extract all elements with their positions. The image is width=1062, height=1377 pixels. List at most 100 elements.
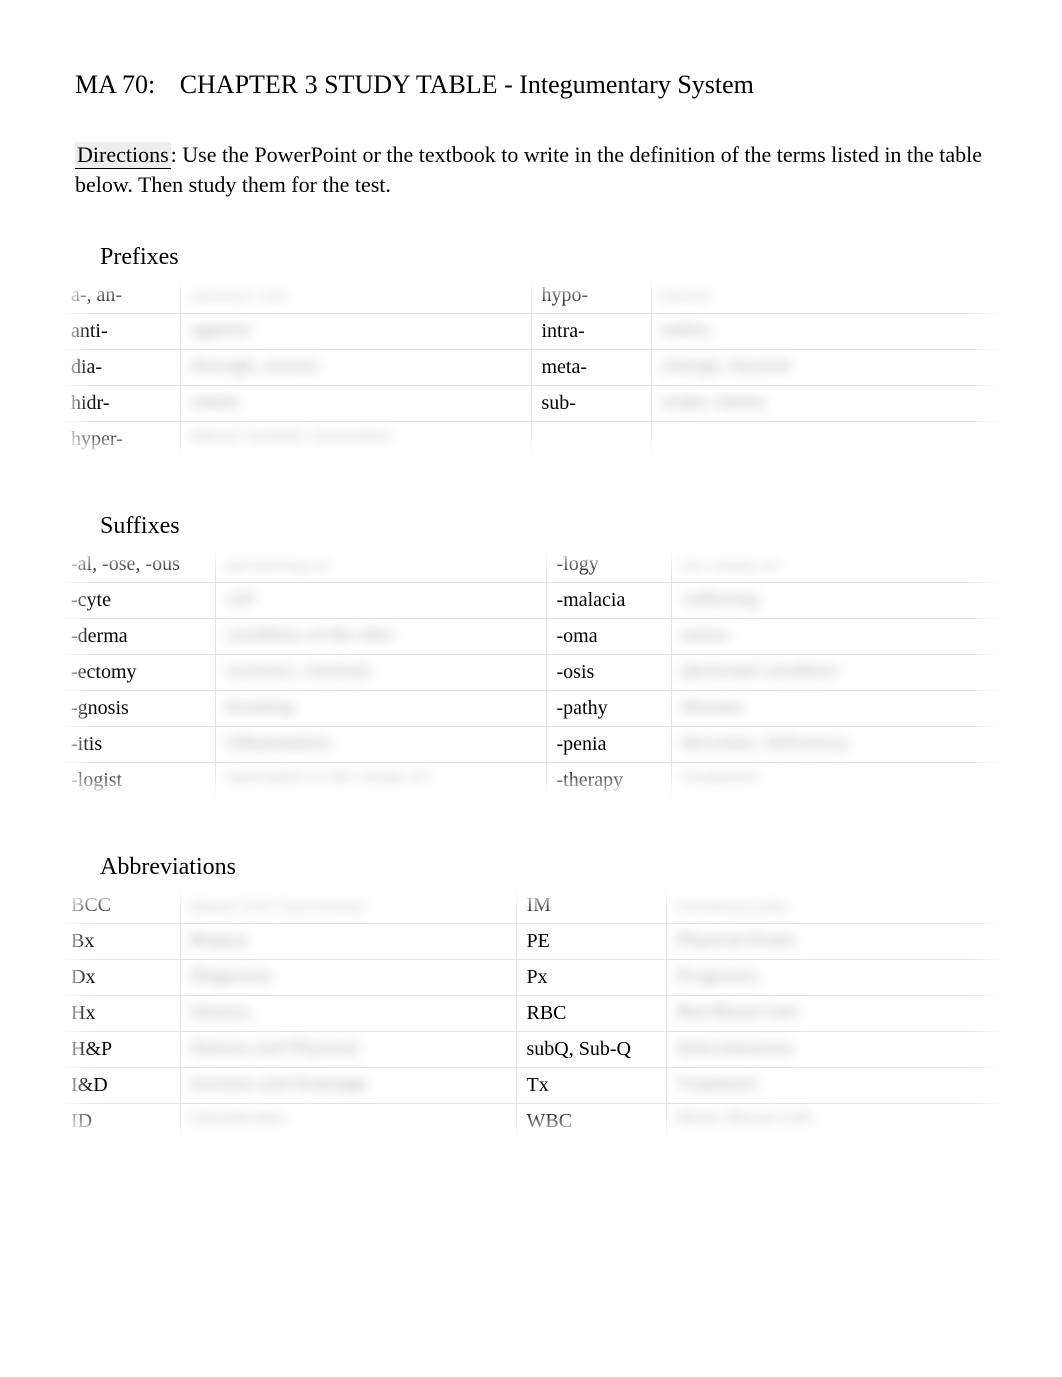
- table-wrap-suffixes: -al, -ose, -ous pertaining to -logy the stu…: [60, 546, 1002, 799]
- blurred-definition: treatment: [682, 771, 759, 789]
- blurred-definition: History and Physical: [191, 1040, 358, 1058]
- suffixes-table: -al, -ose, -ous pertaining to -logy the stu…: [60, 546, 1002, 799]
- term-cell: Bx: [61, 924, 181, 960]
- page: MA 70: CHAPTER 3 STUDY TABLE - Integumen…: [0, 0, 1062, 1255]
- abbreviations-tbody: BCCBasal Cell CarcinomaIMIntramuscularBx…: [61, 888, 1002, 1140]
- blurred-definition: Red Blood Cell: [677, 1004, 798, 1022]
- definition-cell: History: [181, 996, 517, 1032]
- term-cell: -derma: [61, 619, 216, 655]
- table-row: -derma condition of the skin -oma tumor: [61, 619, 1002, 655]
- term-cell: IM: [516, 888, 666, 924]
- directions-text: : Use the PowerPoint or the textbook to …: [75, 142, 982, 197]
- term-cell: I&D: [61, 1068, 181, 1104]
- term-cell: -pathy: [546, 691, 671, 727]
- term-cell: meta-: [531, 350, 651, 386]
- title-left: MA 70:: [75, 70, 155, 100]
- term-cell: -penia: [546, 727, 671, 763]
- blurred-definition: abnormal condition: [682, 663, 839, 681]
- section-heading: Abbreviations: [100, 854, 1002, 881]
- term-cell: -logist: [61, 763, 216, 799]
- section-prefixes: Prefixes a-, an-without, nothypo-belowan…: [60, 244, 1002, 458]
- blurred-definition: Physical Exam: [677, 932, 796, 950]
- blurred-definition: the study of: [682, 555, 779, 573]
- table-row: hyper-above normal, excessive: [61, 422, 1002, 458]
- directions: Directions: Use the PowerPoint or the te…: [75, 140, 1002, 199]
- term-cell: -therapy: [546, 763, 671, 799]
- blurred-definition: without, not: [191, 286, 288, 304]
- table-row: -cyte cell -malaciasoftening: [61, 583, 1002, 619]
- term-cell: -al, -ose, -ous: [61, 547, 216, 583]
- definition-cell: History and Physical: [181, 1032, 517, 1068]
- table-row: BxBiopsyPEPhysical Exam: [61, 924, 1002, 960]
- blurred-definition: condition of the skin: [226, 627, 393, 645]
- abbreviations-table: BCCBasal Cell CarcinomaIMIntramuscularBx…: [60, 887, 1002, 1140]
- term-cell: -malacia: [546, 583, 671, 619]
- term-cell: anti-: [61, 314, 181, 350]
- term-cell: -osis: [546, 655, 671, 691]
- table-wrap-abbreviations: BCCBasal Cell CarcinomaIMIntramuscularBx…: [60, 887, 1002, 1140]
- blurred-definition: Basal Cell Carcinoma: [191, 896, 365, 914]
- term-cell: -logy: [546, 547, 671, 583]
- definition-cell: sweat: [181, 386, 532, 422]
- blurred-definition: pertaining to: [226, 555, 329, 573]
- term-cell: intra-: [531, 314, 651, 350]
- blurred-definition: Intramuscular: [677, 896, 789, 914]
- term-cell: -gnosis: [61, 691, 216, 727]
- term-cell: subQ, Sub-Q: [516, 1032, 666, 1068]
- definition-cell: softening: [671, 583, 1002, 619]
- blurred-definition: inflammation: [226, 735, 332, 753]
- term-cell: -itis: [61, 727, 216, 763]
- table-row: hidr-sweatsub-under, below: [61, 386, 1002, 422]
- page-title: MA 70: CHAPTER 3 STUDY TABLE - Integumen…: [75, 70, 1002, 100]
- definition-cell: Incision and Drainage: [181, 1068, 517, 1104]
- term-cell: sub-: [531, 386, 651, 422]
- table-row: anti-against intra-within: [61, 314, 1002, 350]
- term-cell: -cyte: [61, 583, 216, 619]
- section-abbreviations: Abbreviations BCCBasal Cell CarcinomaIMI…: [60, 854, 1002, 1140]
- blurred-definition: tumor: [682, 627, 730, 645]
- blurred-definition: Treatment: [677, 1076, 758, 1094]
- blurred-definition: through, across: [191, 358, 319, 376]
- definition-cell: tumor: [671, 619, 1002, 655]
- term-cell: -oma: [546, 619, 671, 655]
- suffixes-tbody: -al, -ose, -ous pertaining to -logy the stu…: [61, 547, 1002, 799]
- definition-cell: [651, 422, 1002, 458]
- blurred-definition: within: [662, 322, 711, 340]
- table-row: H&PHistory and PhysicalsubQ, Sub-QSubcut…: [61, 1032, 1002, 1068]
- blurred-definition: above normal, excessive: [191, 430, 391, 448]
- definition-cell: Intradermal: [181, 1104, 517, 1140]
- blurred-definition: below: [662, 286, 710, 304]
- section-suffixes: Suffixes -al, -ose, -ouspertaining to-lo…: [60, 513, 1002, 799]
- blurred-definition: disease: [682, 699, 744, 717]
- blurred-definition: cell: [226, 591, 255, 609]
- term-cell: hypo-: [531, 278, 651, 314]
- blurred-definition: Prognosis: [677, 968, 760, 986]
- table-row: dia-through, acrossmeta-change, beyond: [61, 350, 1002, 386]
- definition-cell: cell: [216, 583, 547, 619]
- blurred-definition: knowing: [226, 699, 294, 717]
- term-cell: RBC: [516, 996, 666, 1032]
- definition-cell: the study of: [671, 547, 1002, 583]
- definition-cell: under, below: [651, 386, 1002, 422]
- blurred-definition: against: [191, 322, 251, 340]
- prefixes-table: a-, an-without, not hypo-below anti-agains…: [60, 277, 1002, 458]
- term-cell: a-, an-: [61, 278, 181, 314]
- term-cell: Tx: [516, 1068, 666, 1104]
- blurred-definition: Subcutaneous: [677, 1040, 793, 1058]
- blurred-definition: White Blood Cell: [677, 1112, 812, 1130]
- term-cell: hyper-: [61, 422, 181, 458]
- term-cell: PE: [516, 924, 666, 960]
- blurred-definition: Incision and Drainage: [191, 1076, 368, 1094]
- definition-cell: Physical Exam: [666, 924, 1002, 960]
- definition-cell: knowing: [216, 691, 547, 727]
- blurred-definition: change, beyond: [662, 358, 791, 376]
- definition-cell: without, not: [181, 278, 532, 314]
- prefixes-tbody: a-, an-without, not hypo-below anti-agains…: [61, 278, 1002, 458]
- definition-cell: change, beyond: [651, 350, 1002, 386]
- term-cell: ID: [61, 1104, 181, 1140]
- definition-cell: Prognosis: [666, 960, 1002, 996]
- table-row: IDIntradermalWBC White Blood Cell: [61, 1104, 1002, 1140]
- term-cell: WBC: [516, 1104, 666, 1140]
- definition-cell: specialist in the study of: [216, 763, 547, 799]
- blurred-definition: excision, removal: [226, 663, 369, 681]
